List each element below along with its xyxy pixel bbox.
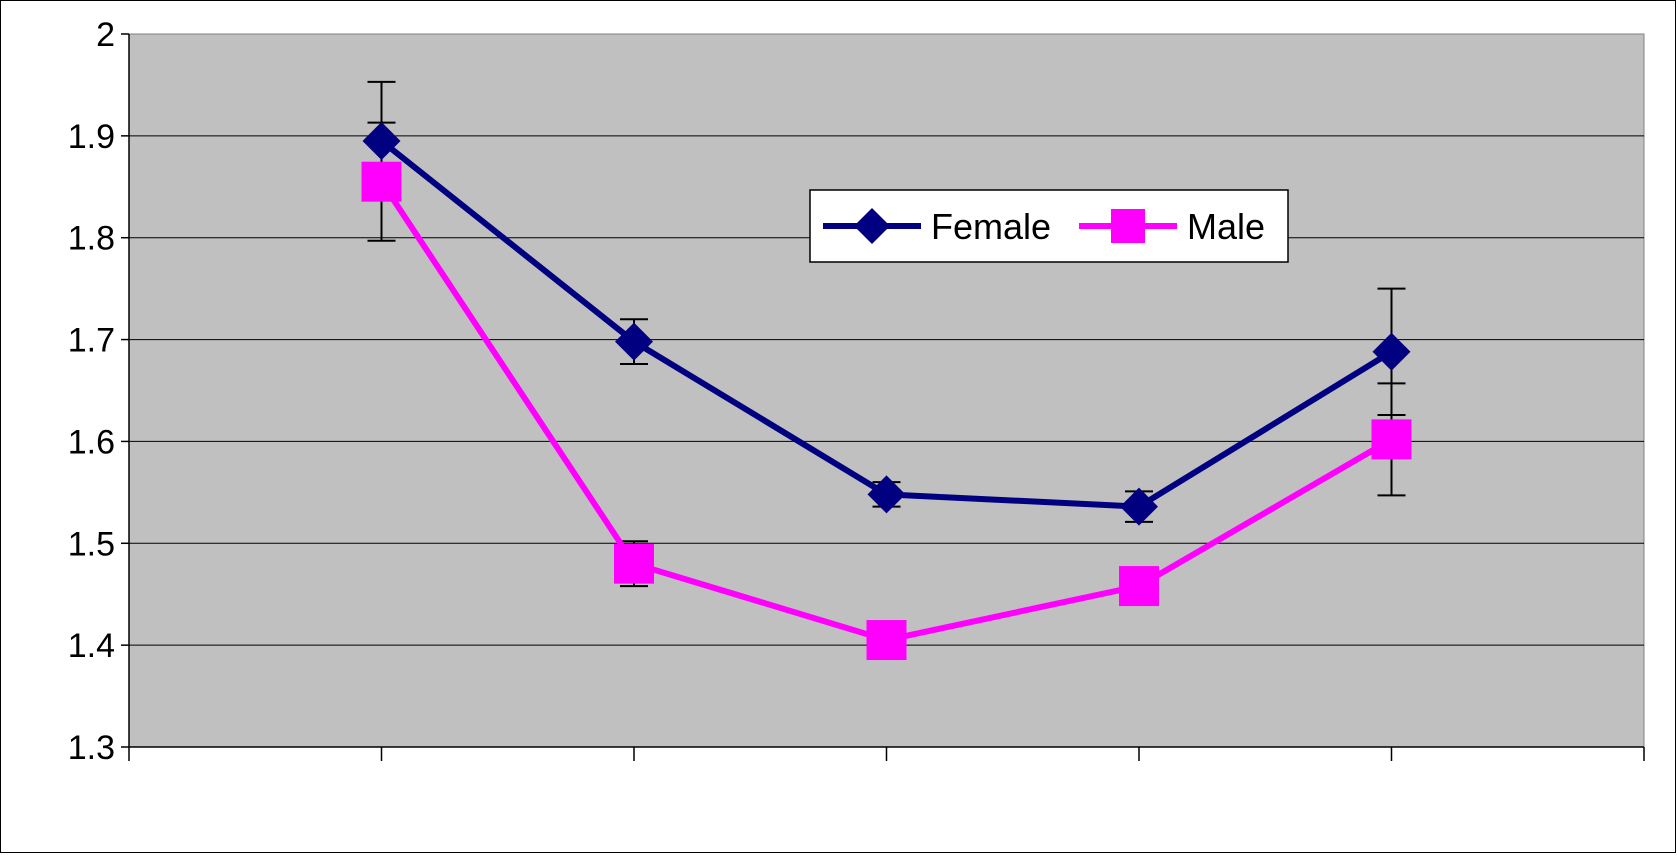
data-point: [866, 620, 907, 661]
y-tick-label: 1.8: [68, 220, 115, 258]
legend: Female Male: [809, 189, 1289, 263]
data-point: [1120, 487, 1158, 526]
data-point: [867, 475, 906, 514]
y-tick-label: 1.5: [68, 525, 115, 563]
legend-swatch-marker: [854, 208, 890, 244]
data-point: [1372, 332, 1411, 371]
y-tick-label: 1.9: [68, 118, 115, 156]
legend-label: Female: [931, 206, 1051, 247]
y-tick-label: 2: [96, 16, 115, 54]
data-point: [614, 543, 654, 584]
legend-item-male: Male: [1079, 206, 1265, 247]
y-tick-label: 1.3: [68, 729, 115, 767]
y-tick-label: 1.6: [68, 423, 115, 461]
data-point: [1119, 566, 1159, 607]
y-tick-label: 1.7: [68, 322, 115, 360]
legend-label: Male: [1187, 206, 1265, 247]
data-point: [1371, 419, 1412, 460]
y-axis-tick-labels: 1.3 1.4 1.5 1.6 1.7 1.8 1.9 2: [68, 16, 115, 767]
y-tick-label: 1.4: [68, 627, 115, 665]
series-male: [361, 161, 1412, 661]
legend-swatch-marker: [1111, 209, 1145, 243]
data-point: [361, 161, 402, 202]
legend-item-female: Female: [823, 206, 1051, 247]
axes: [121, 33, 1645, 761]
data-point: [615, 322, 653, 361]
series-female: [362, 121, 1411, 526]
series-layer: [361, 80, 1412, 661]
data-point: [362, 121, 401, 160]
